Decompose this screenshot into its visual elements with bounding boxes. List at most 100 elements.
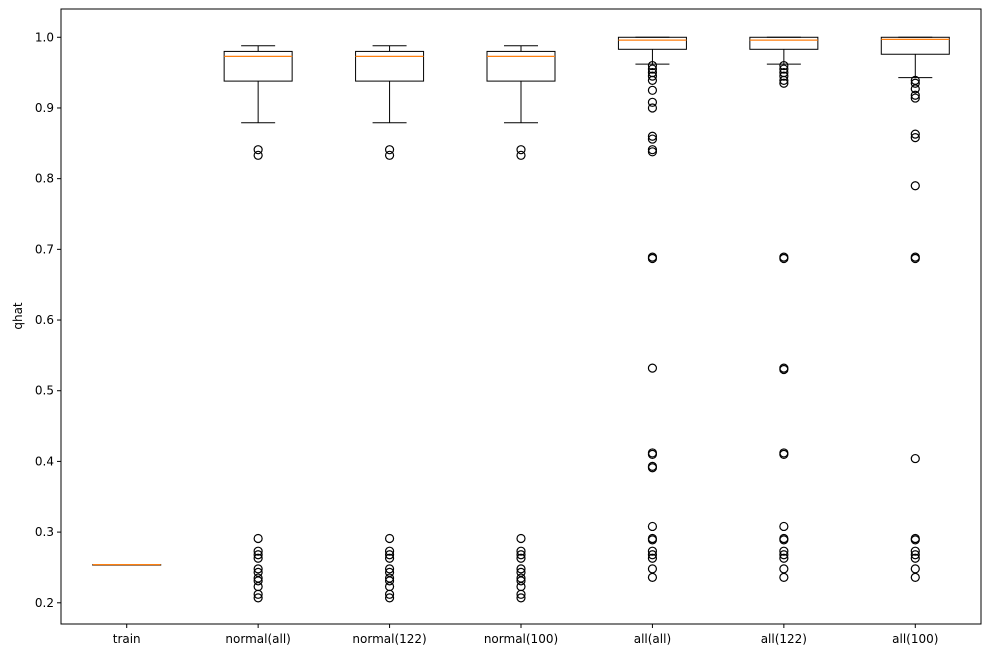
flier-point (779, 553, 789, 563)
box-iqr (223, 50, 293, 82)
plot-frame (60, 8, 982, 625)
flier-point (516, 150, 526, 160)
flier-point (647, 521, 658, 532)
flier-point (253, 550, 263, 560)
flier-point (253, 546, 263, 556)
box-iqr (486, 50, 556, 82)
x-tick-label: all(all) (634, 632, 671, 646)
flier-point (779, 60, 789, 71)
flier-point (779, 364, 789, 375)
flier-point (779, 78, 789, 88)
x-axis-ticks: train normal(all) normal(122) normal(100) al… (113, 624, 938, 646)
x-tick-label: train (113, 632, 141, 646)
flier-point (647, 553, 658, 563)
flier-point (910, 553, 920, 563)
x-tick-label: normal(100) (484, 632, 558, 646)
flier-point (910, 546, 920, 556)
flier-point (516, 589, 526, 599)
flier-point (647, 572, 658, 582)
x-tick-label: normal(122) (352, 632, 426, 646)
flier-point (516, 564, 526, 574)
box-0 (92, 564, 162, 566)
flier-point (779, 535, 789, 545)
x-tick-label: all(100) (892, 632, 938, 646)
flier-point (647, 60, 658, 71)
flier-point (384, 576, 395, 586)
flier-point (779, 253, 789, 264)
flier-point (647, 535, 658, 545)
flier-point (647, 546, 658, 556)
y-tick-label: 0.4 (35, 454, 54, 468)
flier-point (384, 550, 395, 560)
y-axis-ticks: 0.2 0.3 0.4 0.5 0.6 0.7 0.8 0.9 1.0 (35, 30, 61, 610)
flier-point (779, 572, 789, 582)
box-iqr (749, 36, 819, 50)
y-tick-label: 0.8 (35, 172, 54, 186)
flier-point (779, 64, 789, 74)
flier-point (516, 550, 526, 560)
flier-point (384, 553, 395, 563)
flier-point (384, 564, 395, 574)
flier-point (910, 93, 920, 103)
box-3 (486, 45, 556, 603)
box-6 (880, 36, 950, 582)
flier-point (384, 533, 395, 544)
box-4 (617, 36, 687, 582)
flier-point (384, 593, 395, 603)
flier-point (516, 553, 526, 563)
flier-point (253, 564, 263, 574)
x-tick-label: normal(all) (225, 632, 290, 646)
box-5 (749, 36, 819, 582)
flier-point (910, 550, 920, 560)
y-axis-label: qhat (11, 302, 25, 330)
flier-point (647, 75, 658, 85)
flier-point (516, 576, 526, 586)
flier-point (253, 150, 263, 160)
flier-point (384, 145, 395, 155)
flier-point (516, 546, 526, 556)
flier-point (647, 64, 658, 74)
flier-point (910, 535, 920, 545)
flier-point (647, 97, 658, 107)
flier-point (384, 589, 395, 599)
x-tick-label: all(122) (761, 632, 807, 646)
flier-point (910, 453, 920, 464)
y-tick-label: 0.7 (35, 242, 54, 256)
flier-point (253, 145, 263, 155)
y-tick-label: 0.6 (35, 313, 54, 327)
flier-point (384, 150, 395, 160)
flier-point (910, 84, 920, 94)
box-iqr (355, 50, 425, 82)
flier-point (647, 449, 658, 459)
flier-point (647, 463, 658, 473)
flier-point (647, 85, 658, 95)
flier-point (384, 546, 395, 556)
flier-point (910, 78, 920, 88)
flier-point (910, 133, 920, 143)
flier-point (910, 181, 920, 191)
flier-point (516, 593, 526, 603)
flier-point (253, 576, 263, 586)
flier-point (910, 572, 920, 582)
flier-point (647, 134, 658, 144)
flier-point (647, 253, 658, 264)
y-tick-label: 0.5 (35, 384, 54, 398)
flier-point (647, 131, 658, 141)
flier-point (779, 550, 789, 560)
flier-point (647, 71, 658, 81)
y-tick-label: 1.0 (35, 30, 54, 44)
flier-point (647, 147, 658, 157)
flier-point (779, 71, 789, 81)
box-iqr (880, 36, 950, 55)
flier-point (779, 546, 789, 556)
box-1 (223, 45, 293, 603)
flier-point (647, 363, 658, 373)
flier-point (253, 553, 263, 563)
flier-point (779, 521, 789, 532)
flier-point (516, 145, 526, 155)
flier-point (647, 103, 658, 113)
flier-point (910, 90, 920, 100)
flier-point (779, 75, 789, 85)
flier-point (516, 533, 526, 544)
